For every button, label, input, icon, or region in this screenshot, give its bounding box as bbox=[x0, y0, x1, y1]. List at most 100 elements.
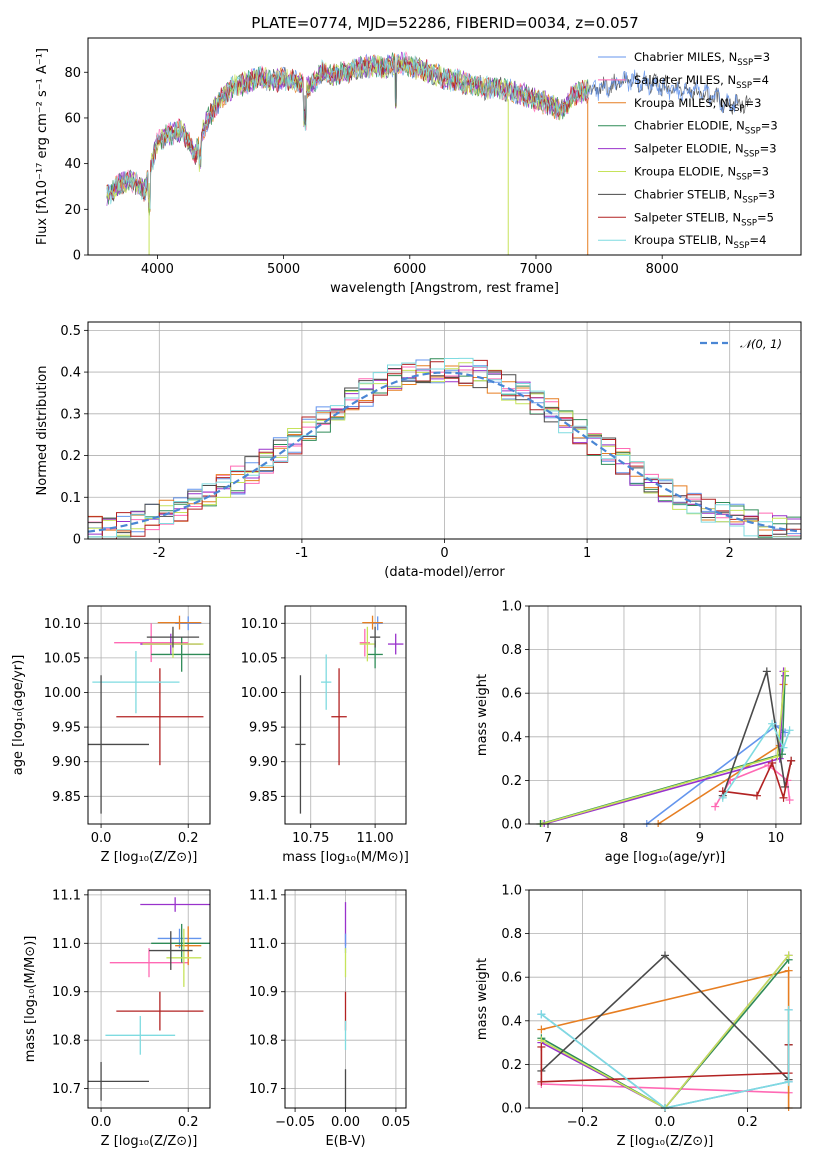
error-bar-point bbox=[331, 668, 347, 766]
y-tick-label: 0.6 bbox=[501, 971, 522, 986]
legend-label-suffix: =4 bbox=[749, 233, 766, 247]
legend-label: Chabrier ELODIE, NSSP=3 bbox=[634, 119, 778, 137]
weight-marker bbox=[784, 966, 793, 975]
error-bar-point bbox=[387, 633, 404, 655]
weight-marker bbox=[537, 1010, 546, 1019]
histogram-step bbox=[88, 359, 801, 539]
y-tick-label: 10.05 bbox=[241, 651, 278, 666]
error-bar-point bbox=[166, 928, 202, 987]
error-bar-point bbox=[359, 628, 370, 657]
error-bar-point bbox=[295, 675, 306, 814]
y-tick-label: 0 bbox=[73, 533, 81, 548]
x-tick-label: 0 bbox=[440, 546, 448, 561]
x-axis-label: wavelength [Angstrom, rest frame] bbox=[330, 281, 559, 296]
legend-label-text: Kroupa MILES, N bbox=[634, 96, 729, 110]
weights-vs-age-panel: 7 8 9 10 0.0 0.2 0.4 0.6 0.8 1.0 age [log₁₀(age/yr… bbox=[475, 600, 802, 865]
weight-marker bbox=[768, 719, 777, 728]
error-bar-point bbox=[116, 668, 204, 766]
y-tick-label: 9.85 bbox=[52, 790, 81, 805]
x-tick-label: 10 bbox=[768, 831, 785, 846]
legend-label-sub: SSP bbox=[729, 104, 745, 114]
spectrum-line bbox=[106, 56, 589, 206]
x-tick-label: 7000 bbox=[519, 262, 552, 277]
y-tick-label: 0.0 bbox=[501, 1102, 522, 1117]
legend-label: Kroupa MILES, NSSP=3 bbox=[634, 96, 761, 114]
y-tick-label: 10.10 bbox=[241, 617, 278, 632]
x-axis-label: mass [log₁₀(M/M⊙)] bbox=[282, 850, 409, 865]
weight-marker bbox=[711, 802, 720, 811]
y-tick-label: 0.8 bbox=[501, 643, 522, 658]
spectra bbox=[106, 51, 751, 255]
y-tick-label: 0.2 bbox=[501, 774, 522, 789]
plot-frame bbox=[284, 605, 407, 825]
weight-lines bbox=[536, 667, 796, 827]
y-tick-label: 10.7 bbox=[52, 1082, 81, 1097]
plot-frame bbox=[528, 889, 802, 1109]
legend-label: Salpeter MILES, NSSP=4 bbox=[634, 73, 769, 91]
error-bar-point bbox=[151, 923, 210, 963]
y-axis-label: mass weight bbox=[475, 674, 490, 756]
x-tick-label: 0.05 bbox=[381, 1115, 410, 1130]
y-tick-label: 9.95 bbox=[249, 721, 278, 736]
legend-label: Chabrier MILES, NSSP=3 bbox=[634, 50, 770, 68]
histogram-step bbox=[88, 357, 801, 538]
y-tick-label: 1.0 bbox=[501, 884, 522, 899]
x-axis-label: (data-model)/error bbox=[384, 565, 505, 580]
y-tick-label: 11.0 bbox=[52, 937, 81, 952]
legend-label-sub: SSP bbox=[736, 81, 752, 91]
x-tick-label: -2 bbox=[153, 546, 166, 561]
error-bar-point bbox=[157, 615, 202, 630]
legend-label: Kroupa ELODIE, NSSP=3 bbox=[634, 165, 769, 183]
y-tick-label: 11.0 bbox=[249, 937, 278, 952]
spectrum-line bbox=[106, 52, 589, 209]
plot-frame bbox=[87, 321, 802, 540]
y-tick-label: 0.2 bbox=[60, 449, 81, 464]
plot-frame bbox=[284, 889, 407, 1109]
y-tick-label: 0.8 bbox=[501, 927, 522, 942]
error-bar-point bbox=[149, 931, 193, 970]
y-tick-label: 0.4 bbox=[60, 366, 81, 381]
y-tick-label: 11.1 bbox=[52, 888, 81, 903]
x-tick-label: 10.75 bbox=[292, 831, 329, 846]
y-tick-label: 0.1 bbox=[60, 491, 81, 506]
error-bar-point bbox=[109, 948, 189, 978]
legend-label-suffix: =3 bbox=[752, 165, 769, 179]
error-bar-point bbox=[151, 637, 210, 672]
x-tick-label: 0.2 bbox=[178, 831, 199, 846]
weight-marker bbox=[762, 667, 771, 676]
weight-marker bbox=[785, 796, 794, 805]
y-tick-label: 10.9 bbox=[52, 985, 81, 1000]
weights-vs-metallicity-panel: −0.2 0.0 0.2 0.0 0.2 0.4 0.6 0.8 1.0 Z [log₁₀(Z/Z… bbox=[475, 884, 802, 1149]
y-tick-label: 10.05 bbox=[44, 651, 81, 666]
legend-label: Salpeter ELODIE, NSSP=3 bbox=[634, 142, 777, 160]
y-tick-label: 20 bbox=[64, 203, 81, 218]
error-bar-point bbox=[114, 623, 189, 663]
weight-line bbox=[722, 722, 791, 799]
weight-marker bbox=[768, 758, 777, 767]
x-tick-label: −0.2 bbox=[567, 1115, 599, 1130]
y-tick-label: 10.00 bbox=[241, 686, 278, 701]
y-axis-label: mass [log₁₀(M/M⊙)] bbox=[23, 936, 38, 1063]
legend-label-suffix: =4 bbox=[752, 73, 769, 87]
error-bar-point bbox=[146, 626, 200, 648]
x-tick-label: 8 bbox=[620, 831, 628, 846]
weight-line bbox=[646, 724, 786, 825]
x-tick-label: 5000 bbox=[267, 262, 300, 277]
x-axis-label: Z [log₁₀(Z/Z⊙)] bbox=[101, 850, 198, 865]
error-bar-point bbox=[140, 897, 210, 912]
y-tick-label: 9.90 bbox=[52, 755, 81, 770]
x-tick-label: 2 bbox=[726, 546, 734, 561]
spectrum-line bbox=[106, 52, 589, 216]
age-vs-mass-panel: 10.75 11.00 9.85 9.90 9.95 10.00 10.05 10.10 mas… bbox=[241, 605, 409, 865]
y-tick-label: 9.95 bbox=[52, 721, 81, 736]
y-tick-label: 10.00 bbox=[44, 686, 81, 701]
y-tick-label: 10.8 bbox=[249, 1034, 278, 1049]
y-tick-label: 11.1 bbox=[249, 888, 278, 903]
x-tick-label: 0.0 bbox=[91, 831, 112, 846]
weight-marker bbox=[787, 756, 796, 765]
weight-marker bbox=[784, 1077, 793, 1086]
error-bar-point bbox=[175, 926, 202, 966]
y-axis-label: Normed distribution bbox=[35, 366, 50, 496]
x-tick-label: 0.2 bbox=[178, 1115, 199, 1130]
legend-label: Kroupa STELIB, NSSP=4 bbox=[634, 233, 766, 251]
